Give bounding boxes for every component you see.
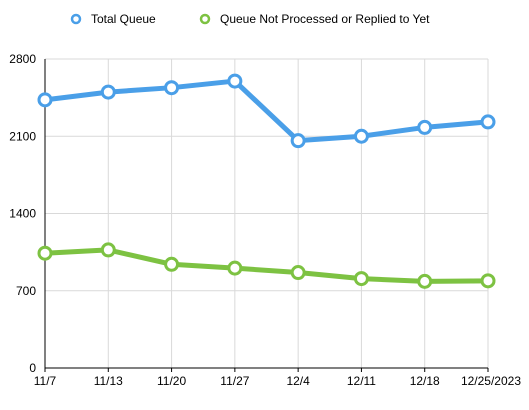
gridlines xyxy=(45,58,489,368)
data-point xyxy=(100,84,116,100)
x-tick-label: 12/18 xyxy=(410,374,440,388)
legend-label: Queue Not Processed or Replied to Yet xyxy=(220,12,430,26)
y-tick-label: 0 xyxy=(29,361,36,375)
data-point xyxy=(480,114,496,130)
data-point xyxy=(37,92,53,108)
data-point xyxy=(353,271,369,287)
legend-marker xyxy=(199,13,211,25)
series-layer xyxy=(37,73,496,289)
series-line-2 xyxy=(42,247,491,284)
y-tick-label: 2100 xyxy=(9,129,36,143)
legend-marker xyxy=(70,13,82,25)
data-point xyxy=(353,128,369,144)
y-tick-label: 1400 xyxy=(9,207,36,221)
data-point xyxy=(480,273,496,289)
data-point xyxy=(290,133,306,149)
data-point xyxy=(164,256,180,272)
data-point xyxy=(227,260,243,276)
legend-label: Total Queue xyxy=(91,12,156,26)
data-point xyxy=(290,265,306,281)
legend: Total Queue Queue Not Processed or Replie… xyxy=(70,12,430,26)
data-point xyxy=(164,80,180,96)
y-tick-label: 2800 xyxy=(9,52,36,66)
y-tick-label: 700 xyxy=(16,284,36,298)
data-point xyxy=(227,73,243,89)
data-point xyxy=(37,245,53,261)
x-tick-label: 12/4 xyxy=(286,374,310,388)
x-tick-label: 12/11 xyxy=(347,374,376,388)
x-tick-label: 12/25/2023 xyxy=(461,374,521,388)
x-tick-label: 11/20 xyxy=(157,374,186,388)
x-tick-label: 11/27 xyxy=(220,374,249,388)
series-line-1 xyxy=(42,78,491,144)
data-point xyxy=(417,119,433,135)
x-tick-label: 11/13 xyxy=(94,374,123,388)
x-tick-label: 11/7 xyxy=(34,374,57,388)
data-point xyxy=(100,242,116,258)
axes: 0 700 1400 2100 2800 11/7 11/13 11/20 11/27 12/4 1… xyxy=(9,52,521,388)
data-point xyxy=(417,273,433,289)
